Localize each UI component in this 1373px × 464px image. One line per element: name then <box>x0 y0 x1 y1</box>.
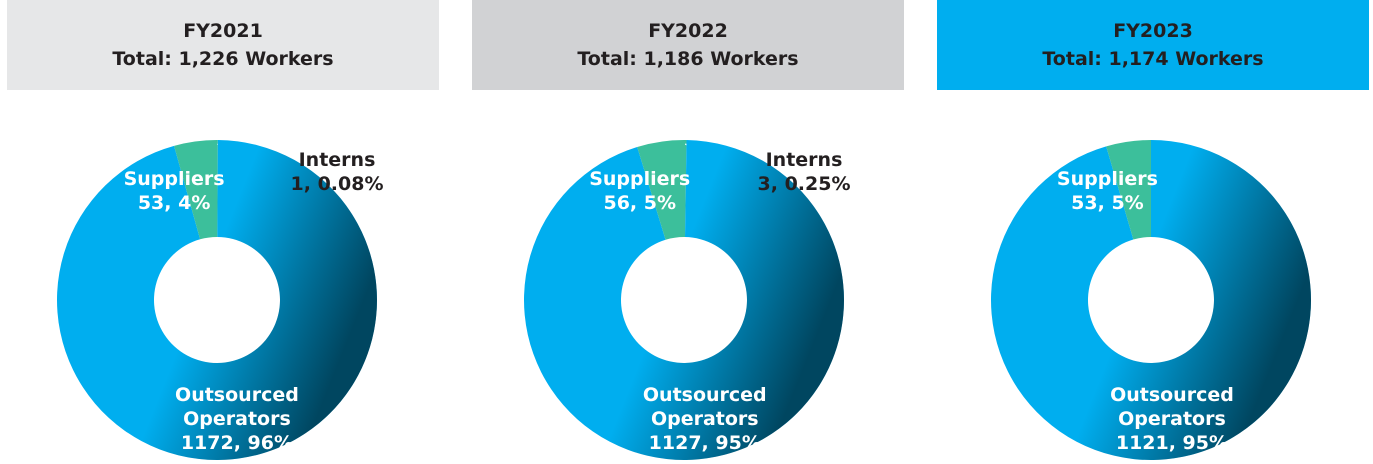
chart-subtitle: Total: 1,226 Workers <box>112 48 334 70</box>
data-label: Suppliers 53, 4% <box>89 167 259 215</box>
data-label: Interns 3, 0.25% <box>719 148 889 196</box>
chart-header: FY2021 Total: 1,226 Workers <box>7 0 439 90</box>
label-category: Outsourced Operators <box>642 383 767 430</box>
label-category: Suppliers <box>589 168 691 191</box>
label-value: 1121, 95% <box>1115 431 1229 454</box>
label-category: Outsourced Operators <box>175 383 299 430</box>
chart-subtitle: Total: 1,174 Workers <box>1042 48 1264 70</box>
label-value: 56, 5% <box>603 192 676 215</box>
data-label: Outsourced Operators 1121, 95% <box>1087 383 1257 455</box>
chart-title: FY2022 <box>648 20 728 42</box>
data-label: Suppliers 53, 5% <box>1022 167 1192 215</box>
label-value: 53, 5% <box>1071 192 1144 215</box>
label-category: Suppliers <box>123 168 225 190</box>
chart-header: FY2022 Total: 1,186 Workers <box>472 0 904 90</box>
label-value: 3, 0.25% <box>757 173 851 195</box>
data-label: Outsourced Operators 1127, 95% <box>620 383 790 455</box>
chart-title: FY2023 <box>1113 20 1193 42</box>
chart-header: FY2023 Total: 1,174 Workers <box>937 0 1369 90</box>
data-label: Interns 1, 0.08% <box>252 148 422 196</box>
label-value: 1127, 95% <box>648 431 761 454</box>
label-value: 53, 4% <box>137 192 211 214</box>
data-label: Suppliers 56, 5% <box>555 167 725 215</box>
label-category: Suppliers <box>1056 168 1158 191</box>
label-category: Interns <box>298 149 376 171</box>
label-category: Interns <box>765 149 843 171</box>
label-value: 1172, 96% <box>180 431 294 454</box>
data-label: Outsourced Operators 1172, 96% <box>152 383 322 455</box>
chart-subtitle: Total: 1,186 Workers <box>577 48 799 70</box>
chart-title: FY2021 <box>183 20 263 42</box>
label-category: Outsourced Operators <box>1110 383 1234 430</box>
label-value: 1, 0.08% <box>290 173 384 195</box>
